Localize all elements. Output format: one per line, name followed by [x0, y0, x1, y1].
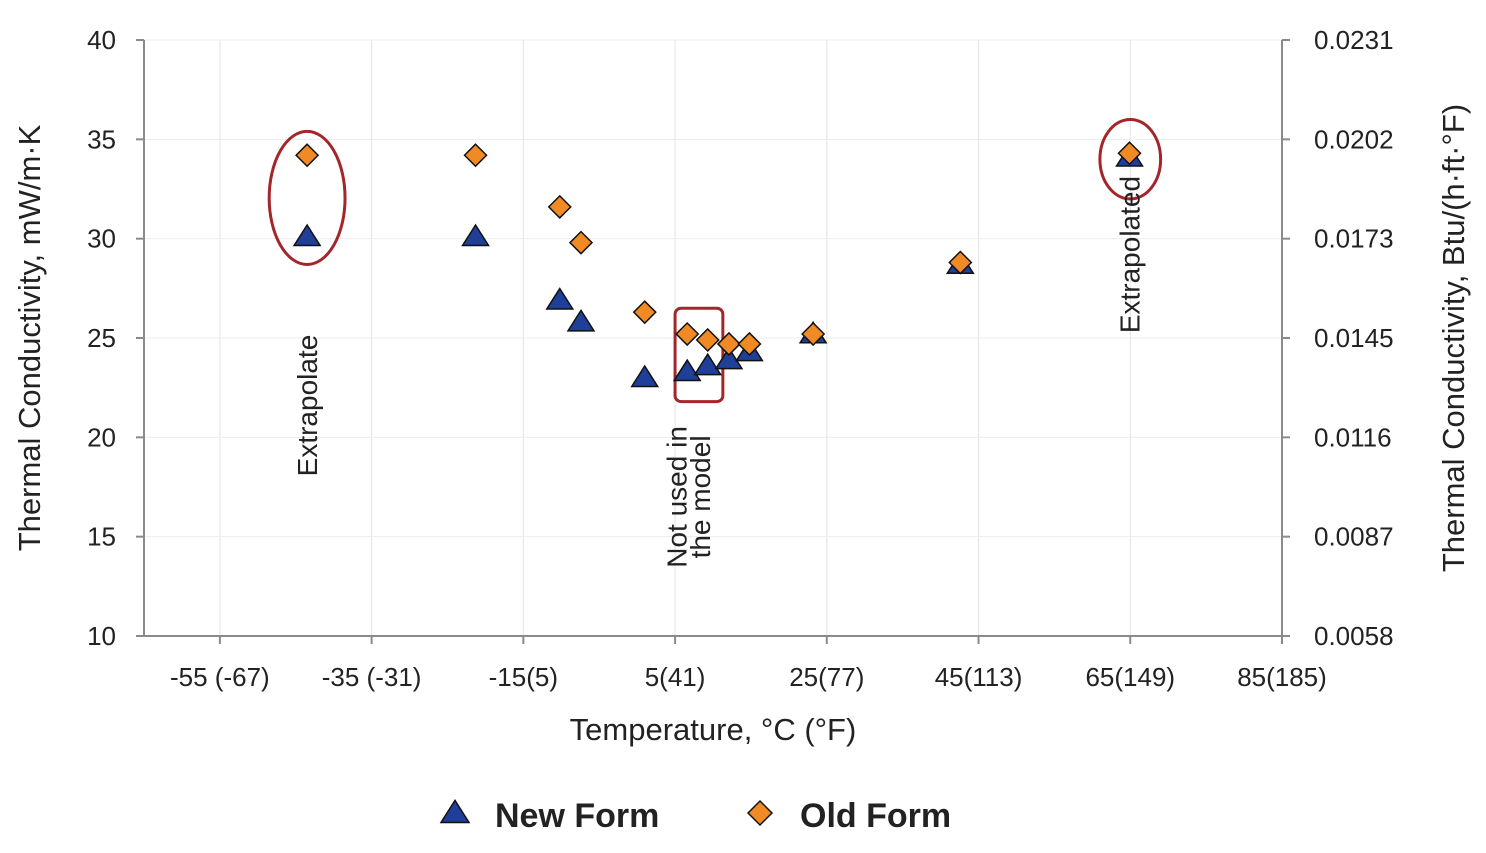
new-form-point	[566, 309, 596, 332]
x-tick-label: 65(149)	[1085, 662, 1175, 692]
data-points	[292, 141, 1144, 388]
y2-tick-label: 0.0145	[1314, 323, 1394, 353]
annotation-label: the model	[685, 435, 716, 558]
legend-old-form-marker	[746, 799, 774, 827]
x-tick-label: -35 (-31)	[322, 662, 422, 692]
legend: New Form Old Form	[439, 797, 951, 835]
highlight-rect	[673, 306, 725, 404]
legend-new-form-label: New Form	[495, 797, 659, 835]
x-tick-label: 85(185)	[1237, 662, 1327, 692]
old-form-point	[632, 300, 657, 325]
y2-tick-label: 0.0173	[1314, 224, 1394, 254]
old-form-point	[801, 321, 826, 347]
y-axis-title: Thermal Conductivity, mW/m·K	[12, 124, 47, 551]
new-form-point	[545, 287, 575, 310]
axes	[136, 39, 1290, 644]
annotation-label: Extrapolated	[1115, 176, 1146, 333]
y2-tick-label: 0.0058	[1314, 621, 1394, 651]
old-form-point	[547, 194, 572, 219]
y-tick-label: 25	[87, 323, 116, 353]
legend-new-form-marker	[439, 799, 471, 824]
new-form-point	[292, 223, 322, 247]
x-tick-label: -55 (-67)	[170, 662, 270, 692]
old-form-point	[675, 321, 700, 347]
legend-old-form-label: Old Form	[800, 797, 951, 835]
new-form-point	[714, 346, 744, 370]
old-form-point	[463, 143, 488, 168]
new-form-point	[672, 358, 702, 382]
y-tick-label: 30	[87, 224, 116, 254]
y-tick-label: 10	[87, 621, 116, 651]
gridlines	[144, 39, 1283, 637]
x-tick-label: 25(77)	[789, 662, 864, 692]
tick-labels: 10 15 20 25 30 35 40 0.0058 0.0087 0.0116 0.0145 0.…	[87, 25, 1393, 692]
old-form-point	[948, 250, 973, 275]
new-form-point	[461, 223, 490, 247]
new-form-point	[693, 352, 723, 376]
highlight-ellipse	[1098, 117, 1163, 201]
y2-tick-label: 0.0202	[1314, 124, 1394, 154]
y2-tick-label: 0.0231	[1314, 25, 1394, 55]
old-form-point	[695, 327, 720, 353]
old-form-point	[737, 331, 762, 357]
x-tick-label: -15(5)	[489, 662, 558, 692]
annotation-label: Not used in	[662, 426, 693, 568]
x-axis-title: Temperature, °C (°F)	[570, 712, 857, 747]
y-tick-label: 15	[87, 522, 116, 552]
new-form-point	[630, 364, 660, 388]
y2-axis-title: Thermal Conductivity, Btu/(h·ft·°F)	[1436, 104, 1471, 572]
highlight-shapes	[267, 117, 1163, 404]
y2-tick-label: 0.0087	[1314, 522, 1394, 552]
old-form-point	[568, 230, 594, 255]
old-form-point	[716, 331, 741, 357]
old-form-point	[1117, 141, 1142, 166]
y-tick-label: 40	[87, 25, 116, 55]
y2-tick-label: 0.0116	[1314, 422, 1392, 452]
x-tick-label: 5(41)	[645, 662, 706, 692]
annotation-label: Extrapolate	[292, 335, 323, 477]
y-tick-label: 35	[87, 124, 116, 154]
old-form-point	[295, 143, 320, 168]
highlight-ellipse	[267, 129, 347, 266]
y-tick-label: 20	[87, 422, 116, 452]
x-tick-label: 45(113)	[935, 662, 1023, 692]
